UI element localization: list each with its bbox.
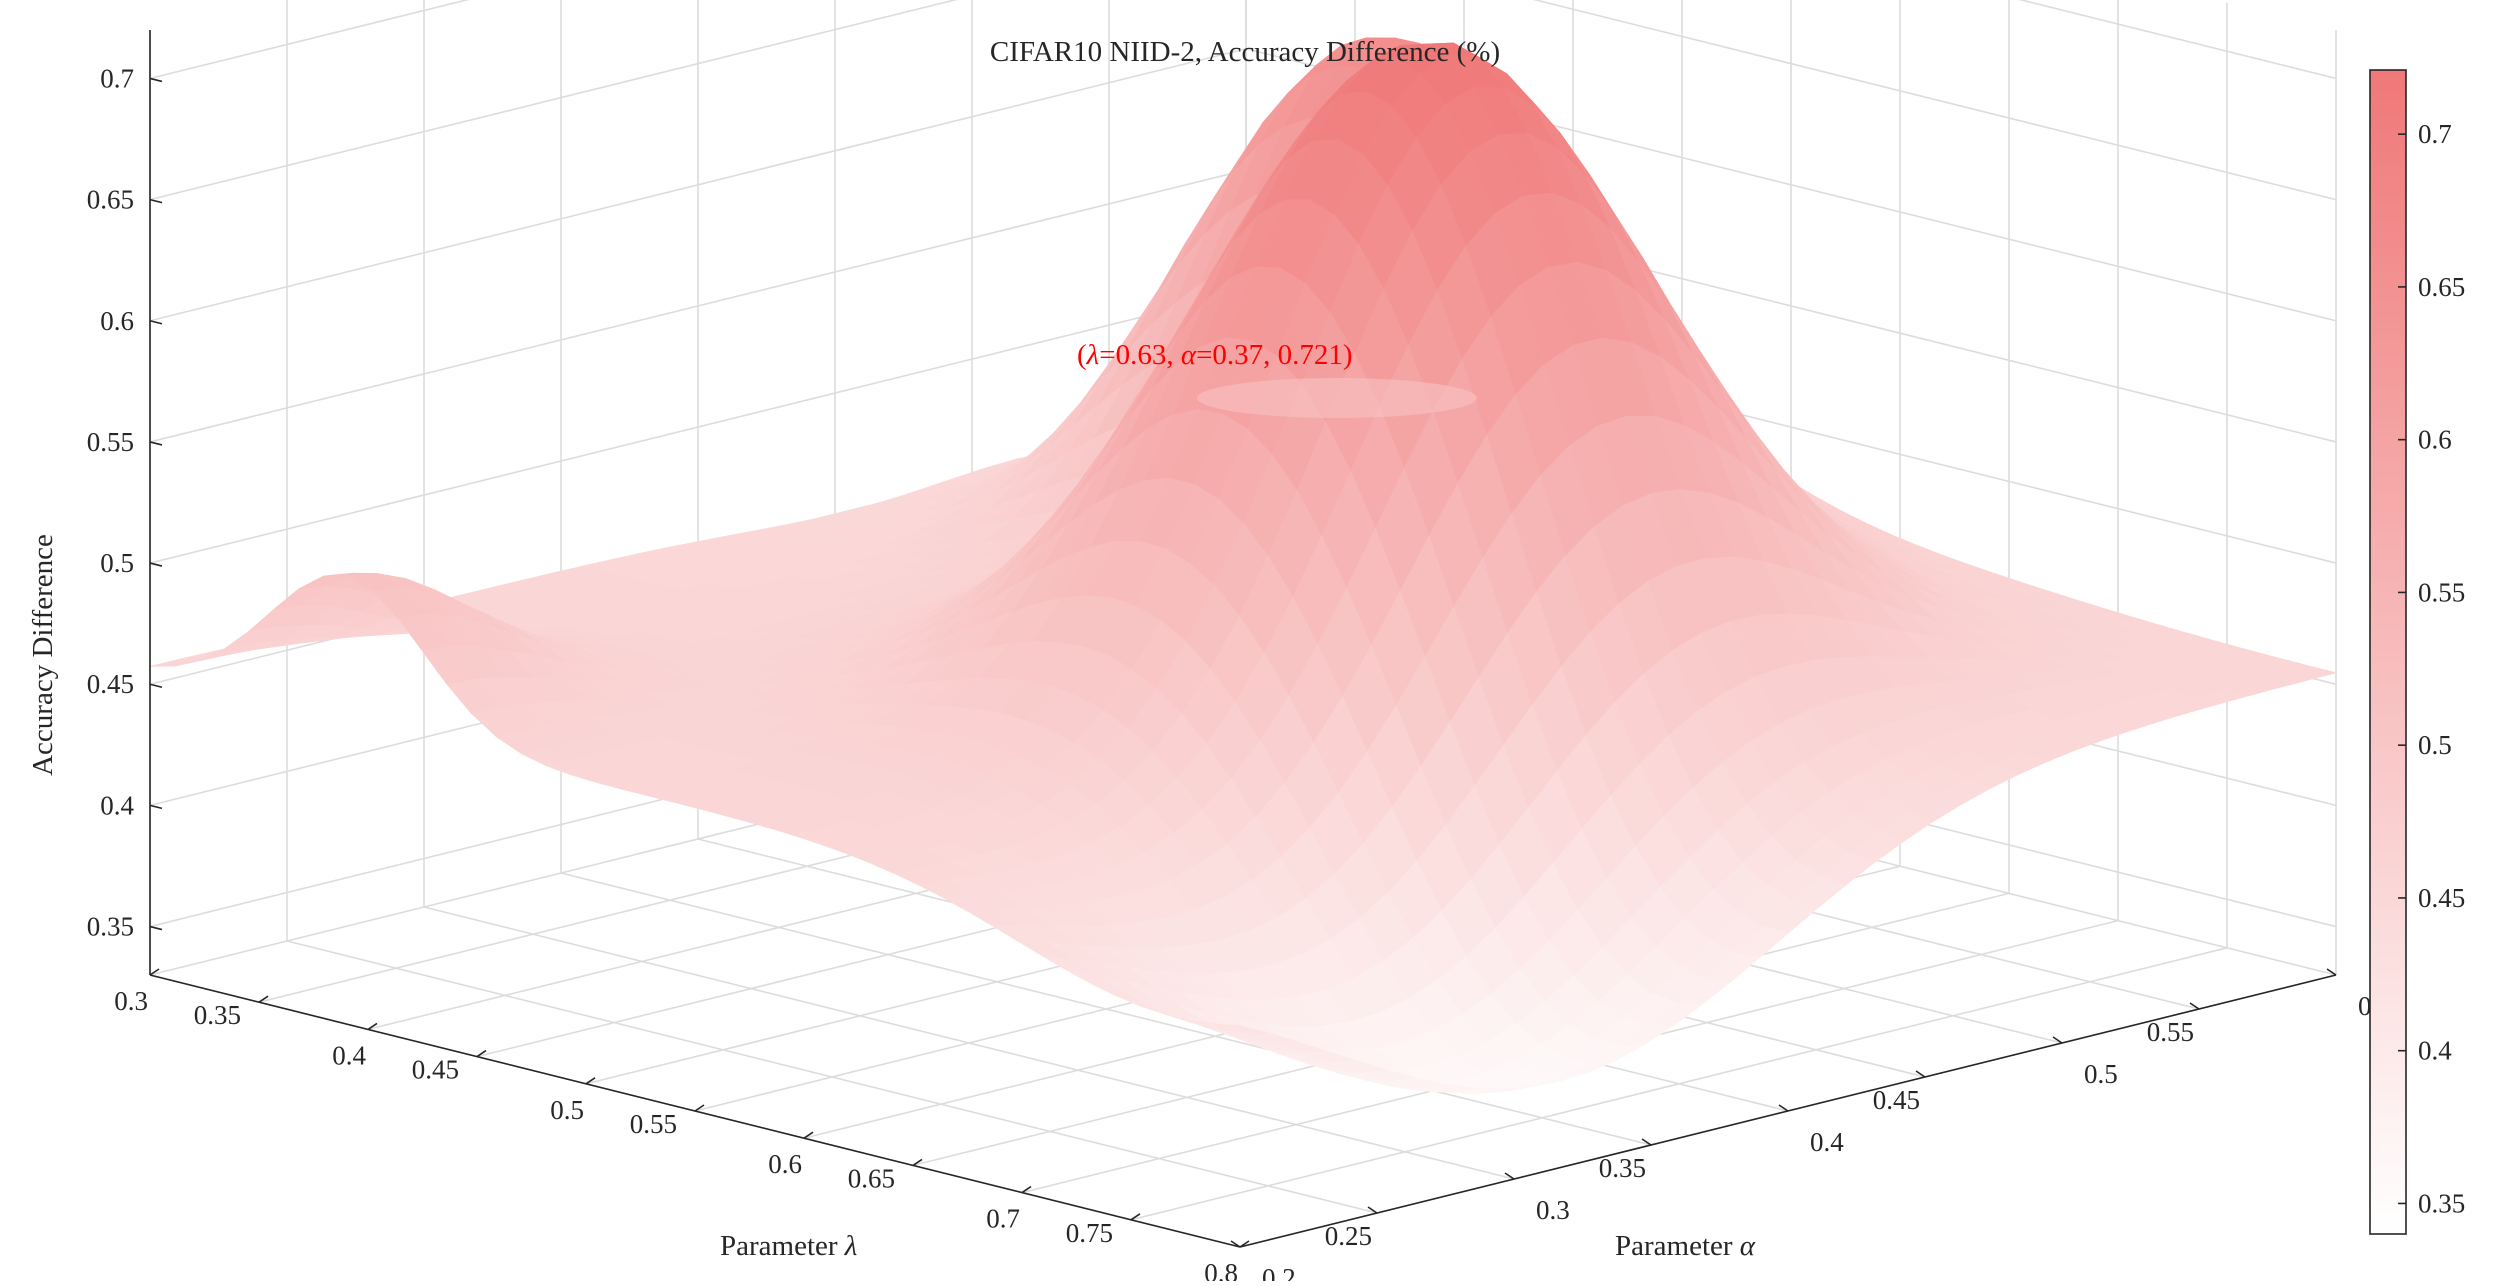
x-tick-label: 0.5 [550, 1095, 584, 1125]
x-tick [1239, 1240, 1250, 1248]
z-tick [149, 319, 163, 325]
x-tick-label: 0.8 [1204, 1258, 1238, 1281]
floor-gridline-alpha [423, 906, 1515, 1180]
x-axis-label: Parameter λ [720, 1230, 857, 1262]
y-tick [1778, 1104, 1789, 1112]
y-tick-label: 0.5 [2084, 1059, 2118, 1089]
z-tick [149, 441, 163, 446]
z-tick [149, 77, 163, 83]
x-tick-label: 0.55 [630, 1109, 677, 1139]
x-tick-label: 0.45 [412, 1055, 459, 1085]
y-tick [1367, 1206, 1378, 1214]
x-tick [476, 1049, 487, 1058]
colorbar: 0.35 0.4 0.45 0.5 0.55 0.6 0.65 0.7 [2369, 69, 2465, 1235]
y-tick-label: 0.45 [1873, 1085, 1920, 1115]
y-tick [1504, 1172, 1515, 1180]
tick-labels: 0.3 0.35 0.4 0.45 0.5 0.55 0.6 0.65 0.7 0.75 0.8 0.… [87, 63, 2372, 1286]
backwall-gridline-z [149, 0, 470, 80]
y-tick-label: 0.35 [1599, 1153, 1646, 1183]
z-tick-label: 0.7 [100, 63, 134, 93]
z-tick [149, 925, 163, 931]
backwall-gridline-z [149, 169, 1247, 443]
z-tick-label: 0.4 [100, 790, 134, 820]
x-tick-label: 0.35 [194, 1000, 241, 1030]
x-tick [1130, 1213, 1141, 1221]
axes [149, 30, 2337, 1248]
colorbar-tick-label: 0.4 [2418, 1036, 2452, 1066]
floor-gridline-alpha [286, 940, 1378, 1214]
floor-gridline-alpha [560, 872, 1652, 1146]
x-tick-label: 0.6 [768, 1149, 802, 1179]
x-tick [149, 968, 160, 976]
x-tick-label: 0.3 [114, 986, 148, 1016]
y-tick-label: 0.3 [1536, 1195, 1570, 1225]
sidewall-gridline-z [2018, 0, 2337, 80]
colorbar-tick-label: 0.5 [2418, 730, 2452, 760]
surface-patch [1215, 1023, 1269, 1034]
y-tick [1641, 1138, 1652, 1146]
z-tick-label: 0.45 [87, 669, 134, 699]
y-tick [2326, 968, 2337, 976]
y-tick-label: 0.2 [1262, 1263, 1296, 1281]
x-tick [367, 1022, 378, 1031]
peak-annotation: (λ=0.63, α=0.37, 0.721) [1077, 339, 1353, 371]
y-tick-label: 0 [2358, 991, 2372, 1021]
x-tick [803, 1131, 814, 1139]
colorbar-tick-label: 0.55 [2418, 577, 2465, 607]
y-tick [1915, 1070, 1926, 1078]
colorbar-tick-label: 0.65 [2418, 272, 2465, 302]
colorbar-tick-label: 0.7 [2418, 119, 2452, 149]
z-tick [149, 562, 163, 567]
y-tick [2189, 1002, 2200, 1010]
surface-patch [199, 642, 254, 662]
x-tick [1021, 1185, 1032, 1194]
surface-mesh [149, 37, 2337, 1094]
x-tick [585, 1077, 596, 1085]
x-tick-label: 0.75 [1066, 1218, 1113, 1248]
colorbar-ticks: 0.35 0.4 0.45 0.5 0.55 0.6 0.65 0.7 [2398, 119, 2465, 1218]
colorbar-tick-label: 0.45 [2418, 883, 2465, 913]
y-tick [1230, 1240, 1241, 1248]
z-tick [149, 198, 163, 204]
x-tick-label: 0.4 [332, 1040, 366, 1070]
x-tick [694, 1104, 705, 1112]
backwall-gridline-z [149, 47, 1247, 322]
z-tick [149, 804, 163, 810]
sidewall-gridline-z [1532, 0, 2337, 201]
backwall-gridline-z [149, 0, 958, 201]
z-axis-label: Accuracy Difference [27, 534, 59, 776]
colorbar-tick-label: 0.35 [2418, 1188, 2465, 1218]
peak-marker [1197, 378, 1477, 418]
y-axis-label: Parameter α [1615, 1230, 1756, 1262]
chart-title: CIFAR10 NIID-2, Accuracy Difference (%) [990, 36, 1500, 68]
y-tick [2052, 1036, 2063, 1044]
colorbar-tick-label: 0.6 [2418, 425, 2452, 455]
z-tick [149, 683, 163, 689]
z-tick-label: 0.55 [87, 427, 134, 457]
backwall-gridline-z [149, 290, 1247, 564]
y-tick-label: 0.25 [1325, 1221, 1372, 1251]
z-tick-label: 0.65 [87, 185, 134, 215]
x-tick-label: 0.7 [986, 1204, 1020, 1234]
x-tick-label: 0.65 [848, 1163, 895, 1193]
z-tick-label: 0.6 [100, 306, 134, 336]
x-tick [912, 1158, 923, 1167]
y-tick-label: 0.4 [1810, 1127, 1844, 1157]
y-tick-label: 0.55 [2147, 1017, 2194, 1047]
z-tick-label: 0.35 [87, 912, 134, 942]
colorbar-gradient [2369, 69, 2407, 1235]
z-tick-label: 0.5 [100, 548, 134, 578]
x-tick [258, 995, 269, 1003]
